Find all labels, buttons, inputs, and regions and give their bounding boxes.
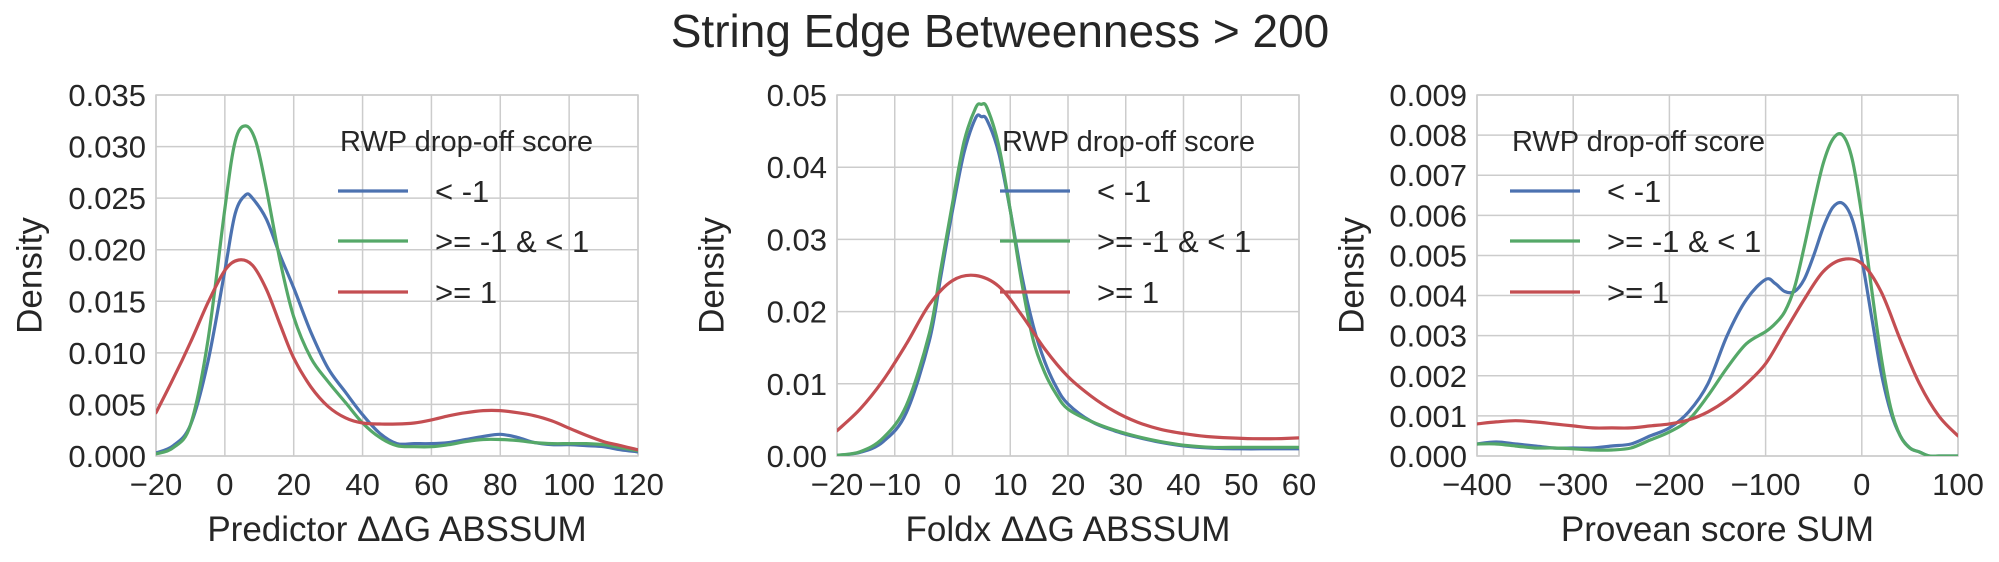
series-lines xyxy=(1477,132,1958,456)
series-line-ge-1 xyxy=(1477,257,1958,438)
legend: RWP drop-off score < -1 >= -1 & < 1 >= 1 xyxy=(338,126,593,310)
x-tick-label: 60 xyxy=(414,467,448,502)
x-tick-label: 20 xyxy=(1051,467,1085,502)
y-tick-label: 0.003 xyxy=(1389,319,1467,354)
legend-label-ge-neg1-and-lt-1: >= -1 & < 1 xyxy=(435,224,589,259)
y-tick-label: 0.008 xyxy=(1389,118,1467,153)
legend-title: RWP drop-off score xyxy=(1002,126,1255,158)
subplot-3: −400 −300 −200 −100 0 100 0.000 0.001 0.002 0.003… xyxy=(1333,78,1984,549)
x-tick-label: −400 xyxy=(1442,467,1512,502)
x-tick-label: 20 xyxy=(276,467,310,502)
plot-frame xyxy=(155,94,639,457)
x-tick-label: 30 xyxy=(1109,467,1143,502)
x-axis-label: Foldx ΔΔG ABSSUM xyxy=(906,510,1231,549)
series-line-ge-neg1-and-lt-1 xyxy=(156,124,638,456)
x-tick-label: 80 xyxy=(483,467,517,502)
legend-label-lt-neg1: < -1 xyxy=(435,174,489,209)
y-tick-label: 0.002 xyxy=(1389,359,1467,394)
series-line-ge-1 xyxy=(837,273,1299,441)
y-axis-label: Density xyxy=(693,217,732,334)
legend-label-lt-neg1: < -1 xyxy=(1097,174,1151,209)
y-tick-label: 0.001 xyxy=(1389,399,1467,434)
legend: RWP drop-off score < -1 >= -1 & < 1 >= 1 xyxy=(1510,126,1765,310)
legend-label-ge-1: >= 1 xyxy=(1097,275,1159,310)
x-tick-label: 100 xyxy=(1932,467,1984,502)
legend-title: RWP drop-off score xyxy=(1512,126,1765,158)
y-tick-label: 0.05 xyxy=(767,78,827,113)
y-axis-label: Density xyxy=(1333,217,1372,334)
legend-label-ge-neg1-and-lt-1: >= -1 & < 1 xyxy=(1097,224,1251,259)
x-tick-label: 50 xyxy=(1224,467,1258,502)
legend-label-ge-1: >= 1 xyxy=(1607,275,1669,310)
series-line-ge-neg1-and-lt-1 xyxy=(1477,132,1958,456)
y-tick-label: 0.01 xyxy=(767,367,827,402)
series-lines xyxy=(837,102,1299,456)
x-tick-label: 0 xyxy=(1853,467,1870,502)
y-axis-label: Density xyxy=(11,217,50,334)
series-line-ge-neg1-and-lt-1 xyxy=(837,102,1299,456)
y-tick-label: 0.02 xyxy=(767,295,827,330)
x-tick-label: 60 xyxy=(1282,467,1316,502)
figure-title: String Edge Betweenness > 200 xyxy=(671,5,1330,57)
y-tick-label: 0.000 xyxy=(1389,439,1467,474)
plot-frame xyxy=(836,94,1300,457)
series-line-ge-1 xyxy=(156,258,638,452)
legend-label-ge-neg1-and-lt-1: >= -1 & < 1 xyxy=(1607,224,1761,259)
x-tick-label: −300 xyxy=(1538,467,1608,502)
x-tick-label: 100 xyxy=(543,467,595,502)
y-tick-label: 0.04 xyxy=(767,150,827,185)
y-tick-label: 0.007 xyxy=(1389,158,1467,193)
x-tick-label: −10 xyxy=(868,467,921,502)
x-tick-label: 0 xyxy=(944,467,961,502)
y-tick-label: 0.006 xyxy=(1389,198,1467,233)
x-tick-label: −20 xyxy=(811,467,864,502)
y-tick-label: 0.000 xyxy=(68,439,146,474)
legend-label-ge-1: >= 1 xyxy=(435,275,497,310)
y-tick-label: 0.025 xyxy=(68,181,146,216)
x-tick-label: 40 xyxy=(1166,467,1200,502)
y-tick-label: 0.035 xyxy=(68,78,146,113)
y-tick-label: 0.005 xyxy=(1389,238,1467,273)
legend-label-lt-neg1: < -1 xyxy=(1607,174,1661,209)
y-tick-label: 0.015 xyxy=(68,284,146,319)
x-tick-label: −100 xyxy=(1731,467,1801,502)
subplot-2: −20 −10 0 10 20 30 40 50 60 0.00 0.01 0.02 0.03 0.04 0… xyxy=(693,78,1317,549)
y-tick-label: 0.00 xyxy=(767,439,827,474)
subplots: −20 0 20 40 60 80 100 1200.0000.0050.0100.0150.… xyxy=(11,78,1984,549)
x-tick-label: −20 xyxy=(130,467,183,502)
y-tick-label: 0.030 xyxy=(68,130,146,165)
plot-frame xyxy=(1476,94,1959,457)
y-tick-label: 0.004 xyxy=(1389,279,1467,314)
y-tick-label: 0.03 xyxy=(767,222,827,257)
y-tick-label: 0.020 xyxy=(68,233,146,268)
legend-title: RWP drop-off score xyxy=(340,126,593,158)
x-tick-label: 10 xyxy=(993,467,1027,502)
y-tick-label: 0.009 xyxy=(1389,78,1467,113)
y-tick-label: 0.010 xyxy=(68,336,146,371)
x-tick-label: 40 xyxy=(345,467,379,502)
y-tick-label: 0.005 xyxy=(68,387,146,422)
x-axis-label: Predictor ΔΔG ABSSUM xyxy=(207,510,586,549)
x-tick-label: 120 xyxy=(612,467,664,502)
subplot-1: −20 0 20 40 60 80 100 120 0.000 0.005 0.010 0.015 0.… xyxy=(11,78,664,549)
x-tick-label: −200 xyxy=(1634,467,1704,502)
x-axis-label: Provean score SUM xyxy=(1561,510,1874,549)
legend: RWP drop-off score < -1 >= -1 & < 1 >= 1 xyxy=(1000,126,1255,310)
series-lines xyxy=(156,124,638,456)
x-tick-label: 0 xyxy=(216,467,233,502)
